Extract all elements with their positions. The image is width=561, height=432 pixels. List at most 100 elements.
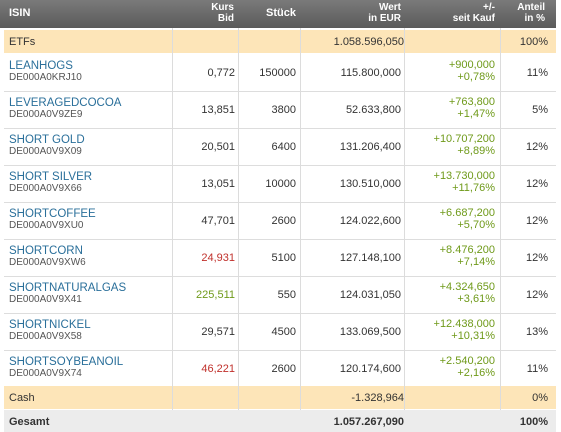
total-wert: 1.057.267,090 [333,416,404,428]
change-percent: +2,16% [457,367,495,379]
change-percent: +10,31% [451,330,495,342]
quantity: 2600 [271,215,296,227]
change-percent: +5,70% [457,219,495,231]
instrument-isin: DE000A0KRJ10 [9,72,82,83]
instrument-isin: DE000A0V9X09 [9,146,82,157]
instrument-isin: DE000A0V9X74 [9,368,82,379]
share-percent: 13% [525,326,548,338]
bid-price: 24,931 [201,252,235,264]
instrument-name-link[interactable]: SHORTNICKEL [9,319,91,331]
position-value: 130.510,000 [339,178,401,190]
instrument-isin: DE000A0V9ZE9 [9,109,83,120]
table-row: LEANHOGS DE000A0KRJ10 0,772 150000 115.8… [4,55,556,92]
share-percent: 11% [526,363,548,375]
quantity: 2600 [271,363,296,375]
column-divider [172,28,173,410]
etfs-row: ETFs 1.058.596,050 100% [4,30,556,53]
header-isin: ISIN [9,7,31,19]
change-percent: +8,89% [457,145,495,157]
quantity: 4500 [271,326,296,338]
cash-label: Cash [9,392,35,404]
header-wert: Wert in EUR [368,2,401,24]
change-absolute: +763,800 [448,96,495,108]
total-anteil: 100% [519,416,548,428]
change-percent: +0,78% [457,71,495,83]
etfs-anteil: 100% [519,36,548,48]
position-value: 133.069,500 [339,326,401,338]
position-value: 115.800,000 [340,67,401,79]
header-stueck: Stück [266,7,296,19]
table-row: SHORTNATURALGAS DE000A0V9X41 225,511 550… [4,277,556,314]
instrument-isin: DE000A0V9X41 [9,294,82,305]
instrument-isin: DE000A0V9XU0 [9,220,84,231]
bid-price: 46,221 [201,363,235,375]
column-divider [500,28,501,410]
position-value: 120.174,600 [339,363,401,375]
instrument-name-link[interactable]: SHORT SILVER [9,171,93,183]
bid-price: 29,571 [201,326,235,338]
change-percent: +7,14% [457,256,495,268]
share-percent: 12% [525,178,548,190]
change-absolute: +900,000 [448,59,495,71]
quantity: 10000 [265,178,296,190]
instrument-name-link[interactable]: SHORTCOFFEE [9,208,96,220]
table-row: SHORT GOLD DE000A0V9X09 20,501 6400 131.… [4,129,556,166]
instrument-isin: DE000A0V9XW6 [9,257,86,268]
bid-price: 13,851 [201,104,235,116]
cash-row: Cash -1.328,964 0% [4,386,556,409]
table-row: LEVERAGEDCOCOA DE000A0V9ZE9 13,851 3800 … [4,92,556,129]
instrument-isin: DE000A0V9X58 [9,331,82,342]
change-percent: +1,47% [457,108,495,120]
position-value: 127.148,100 [339,252,401,264]
quantity: 550 [277,289,296,301]
header-change: +/- seit Kauf [452,2,495,24]
change-absolute: +2.540,200 [439,355,495,367]
bid-price: 225,511 [196,289,235,301]
share-percent: 12% [525,141,548,153]
position-value: 124.031,050 [339,289,401,301]
instrument-name-link[interactable]: LEVERAGEDCOCOA [9,97,122,109]
share-percent: 5% [532,104,548,116]
instrument-name-link[interactable]: SHORTCORN [9,245,83,257]
table-row: SHORTSOYBEANOIL DE000A0V9X74 46,221 2600… [4,351,556,388]
bid-price: 47,701 [201,215,235,227]
total-row: Gesamt 1.057.267,090 100% [4,410,556,432]
table-row: SHORT SILVER DE000A0V9X66 13,051 10000 1… [4,166,556,203]
share-percent: 11% [526,67,548,79]
bid-price: 13,051 [201,178,235,190]
etfs-wert: 1.058.596,050 [333,36,404,48]
share-percent: 12% [525,252,548,264]
change-absolute: +12.438,000 [433,318,495,330]
quantity: 5100 [271,252,296,264]
change-percent: +11,76% [452,182,495,194]
table-header: ISIN Kurs Bid Stück Wert in EUR +/- seit Ka… [0,0,556,28]
position-value: 131.206,400 [339,141,401,153]
instrument-name-link[interactable]: SHORT GOLD [9,134,85,146]
instrument-name-link[interactable]: SHORTSOYBEANOIL [9,356,124,368]
header-kurs: Kurs Bid [211,2,234,24]
quantity: 3800 [271,104,296,116]
instrument-isin: DE000A0V9X66 [9,183,82,194]
quantity: 6400 [271,141,296,153]
table-row: SHORTCOFFEE DE000A0V9XU0 47,701 2600 124… [4,203,556,240]
table-row: SHORTCORN DE000A0V9XW6 24,931 5100 127.1… [4,240,556,277]
column-divider [404,28,405,410]
change-absolute: +10.707,200 [433,133,495,145]
position-value: 124.022,600 [339,215,401,227]
cash-anteil: 0% [532,392,548,404]
total-label: Gesamt [9,416,50,428]
instrument-name-link[interactable]: SHORTNATURALGAS [9,282,127,294]
change-absolute: +13.730,000 [433,170,495,182]
header-anteil: Anteil in % [517,2,545,24]
column-divider [238,28,239,410]
etfs-label: ETFs [9,36,36,48]
change-absolute: +8.476,200 [439,244,495,256]
share-percent: 12% [525,215,548,227]
change-absolute: +4.324,650 [439,281,495,293]
quantity: 150000 [259,67,296,79]
instrument-name-link[interactable]: LEANHOGS [9,60,73,72]
column-divider [300,28,301,410]
bid-price: 0,772 [207,67,235,79]
table-row: SHORTNICKEL DE000A0V9X58 29,571 4500 133… [4,314,556,351]
